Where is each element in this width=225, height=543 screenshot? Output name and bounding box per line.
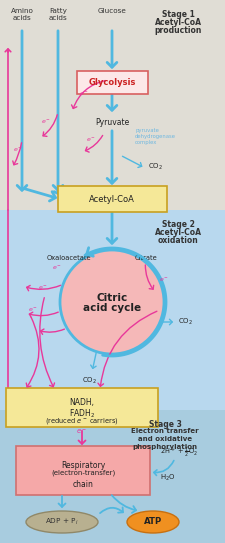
Text: $e^-$: $e^-$	[28, 306, 38, 314]
FancyBboxPatch shape	[6, 388, 158, 427]
Text: and oxidative: and oxidative	[138, 436, 192, 442]
Text: $e^-$: $e^-$	[41, 118, 51, 126]
Text: NADH,: NADH,	[70, 398, 94, 407]
Text: Pyruvate: Pyruvate	[95, 118, 129, 127]
Text: Stage 3: Stage 3	[148, 420, 181, 429]
Circle shape	[60, 250, 164, 354]
Text: 2H$^+$ + $\frac{1}{2}$O$_2$: 2H$^+$ + $\frac{1}{2}$O$_2$	[160, 446, 198, 460]
Text: CO$_2$: CO$_2$	[178, 317, 193, 327]
Text: $e^-$: $e^-$	[13, 146, 23, 154]
Text: oxidation: oxidation	[158, 236, 198, 245]
Text: H$_2$O: H$_2$O	[160, 473, 176, 483]
Text: CO$_2$: CO$_2$	[82, 376, 98, 386]
Ellipse shape	[127, 511, 179, 533]
Text: $e^-$: $e^-$	[38, 284, 48, 292]
Ellipse shape	[26, 511, 98, 533]
Text: Acetyl-CoA: Acetyl-CoA	[155, 18, 202, 27]
Bar	[0, 0, 225, 210]
Text: phosphorylation: phosphorylation	[133, 444, 198, 450]
Text: Oxaloacetate: Oxaloacetate	[47, 255, 92, 261]
Text: ATP: ATP	[144, 517, 162, 527]
Text: Stage 2: Stage 2	[162, 220, 194, 229]
Text: Acetyl-CoA: Acetyl-CoA	[155, 228, 202, 237]
Text: Amino
acids: Amino acids	[11, 8, 34, 21]
Text: Fatty
acids: Fatty acids	[49, 8, 67, 21]
Bar	[0, 210, 225, 410]
Text: $e^-$: $e^-$	[52, 264, 62, 272]
Text: pyruvate
dehydrogenase
complex: pyruvate dehydrogenase complex	[135, 128, 176, 144]
Text: $e^-$: $e^-$	[86, 136, 96, 144]
Text: Glycolysis: Glycolysis	[88, 78, 136, 86]
Text: (electron-transfer): (electron-transfer)	[51, 470, 115, 477]
Text: $e^-$: $e^-$	[79, 90, 89, 98]
Bar	[0, 410, 225, 543]
Text: CO$_2$: CO$_2$	[148, 162, 163, 172]
Text: Acetyl-CoA: Acetyl-CoA	[89, 194, 135, 204]
Text: (reduced $e^-$ carriers): (reduced $e^-$ carriers)	[45, 416, 119, 426]
FancyBboxPatch shape	[58, 186, 167, 212]
Text: Citrate: Citrate	[135, 255, 158, 261]
Text: Glucose: Glucose	[98, 8, 126, 14]
Text: Respiratory: Respiratory	[61, 461, 105, 470]
Text: Electron transfer: Electron transfer	[131, 428, 199, 434]
Text: Citric: Citric	[96, 293, 128, 303]
Text: production: production	[154, 26, 202, 35]
Text: Stage 1: Stage 1	[162, 10, 194, 19]
Text: FADH$_2$: FADH$_2$	[69, 407, 95, 420]
Text: chain: chain	[72, 480, 93, 489]
Text: ADP + P$_i$: ADP + P$_i$	[45, 517, 79, 527]
FancyBboxPatch shape	[76, 71, 148, 93]
FancyBboxPatch shape	[16, 446, 150, 495]
Text: $e^-$: $e^-$	[160, 276, 170, 284]
Text: acid cycle: acid cycle	[83, 303, 141, 313]
Text: $e^-$: $e^-$	[76, 427, 88, 437]
